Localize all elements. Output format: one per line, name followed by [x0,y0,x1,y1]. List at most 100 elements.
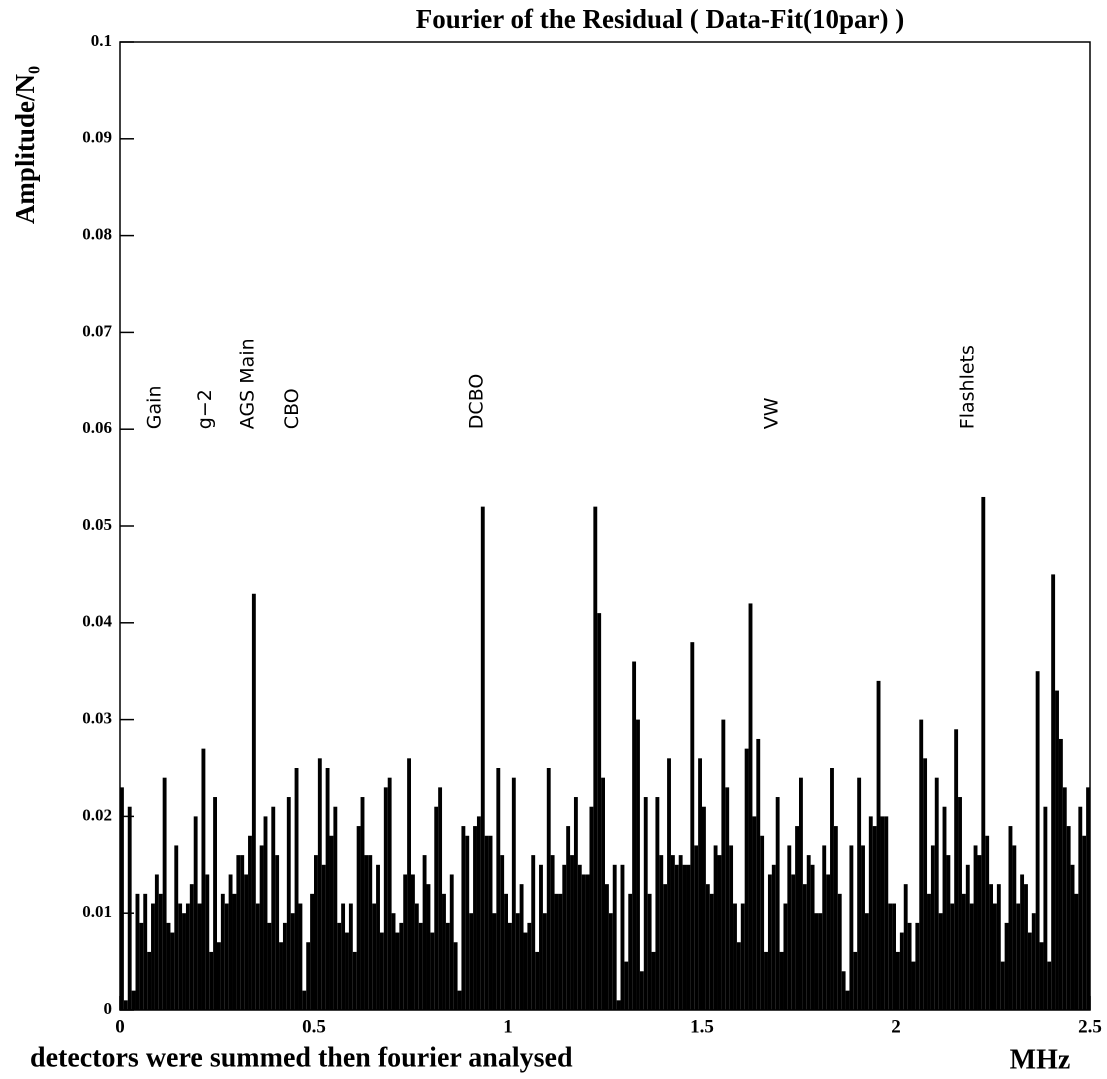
bar [713,845,718,1010]
bar [725,787,730,1010]
bar [733,903,737,1010]
bar [310,893,314,1010]
bar [185,903,190,1010]
bar [197,903,202,1010]
bar [290,913,295,1010]
bar [1012,845,1017,1010]
y-tick-label: 0.07 [82,321,112,340]
bar [686,864,691,1010]
bar [220,893,225,1010]
bar [232,893,237,1010]
bar [826,874,831,1010]
bar [244,874,249,1010]
bar [527,922,532,1010]
bar [651,951,656,1010]
bar [302,990,307,1010]
bar [698,758,702,1010]
bar [950,903,955,1010]
bar [476,816,481,1010]
bar [461,826,466,1010]
bar [201,748,206,1010]
bar [162,777,167,1010]
bar [996,884,1001,1010]
bar [597,613,602,1010]
annotation: Flashlets [956,345,978,429]
bar [946,855,951,1010]
y-tick-label: 0.02 [82,805,112,824]
bar [1035,671,1040,1010]
annotation: g−2 [194,389,216,429]
bar [1004,922,1009,1010]
bar [624,961,629,1010]
bar [438,787,443,1010]
bar [791,874,796,1010]
bar [740,903,745,1010]
bar [1024,884,1028,1010]
bar [352,951,357,1010]
bar [767,874,772,1010]
annotation: Gain [143,386,165,430]
y-tick-label: 0.05 [82,515,112,534]
bar [903,884,908,1010]
bar [542,913,547,1010]
bar [771,864,776,1010]
x-tick-label: 2 [891,1016,901,1037]
bar [830,768,834,1010]
bar [748,603,753,1010]
bar [876,680,881,1010]
bar [822,845,827,1010]
bar [263,816,268,1010]
bar [158,893,163,1010]
bar [655,797,660,1010]
bar [663,884,668,1010]
bar [927,893,931,1010]
bar [577,864,582,1010]
bar [1039,942,1044,1010]
bar [667,758,671,1010]
bar [294,768,299,1010]
bar [659,855,664,1010]
bar [465,835,470,1010]
bar [717,855,722,1010]
bar [282,922,287,1010]
bar [329,835,334,1010]
bar [756,738,761,1010]
bar [213,797,217,1010]
y-tick-label: 0.04 [82,612,112,631]
bar [973,845,978,1010]
bar [892,903,896,1010]
bar [182,913,186,1010]
bar [511,777,516,1010]
bar [139,922,144,1010]
bar [818,913,823,1010]
bar [729,845,734,1010]
x-tick-label: 2.5 [1078,1016,1102,1037]
bar [690,642,695,1010]
bar [1020,874,1025,1010]
bar [395,932,400,1010]
bar [341,903,346,1010]
bar [593,506,598,1010]
bar [224,903,229,1010]
bar [217,942,221,1010]
bar [251,593,256,1010]
bar [364,855,369,1010]
bar [500,855,505,1010]
bar [589,806,594,1010]
bar [422,855,427,1010]
bar [896,951,900,1010]
bar [414,903,419,1010]
bar [154,874,159,1010]
bar [907,922,912,1010]
bar [255,903,260,1010]
bar [799,777,803,1010]
y-tick-label: 0 [104,999,113,1018]
bar [752,816,757,1010]
bar [151,903,155,1010]
bar [888,903,893,1010]
bar [504,893,508,1010]
bar [868,816,873,1010]
bar [965,864,970,1010]
bar [880,816,885,1010]
bar [678,855,683,1010]
